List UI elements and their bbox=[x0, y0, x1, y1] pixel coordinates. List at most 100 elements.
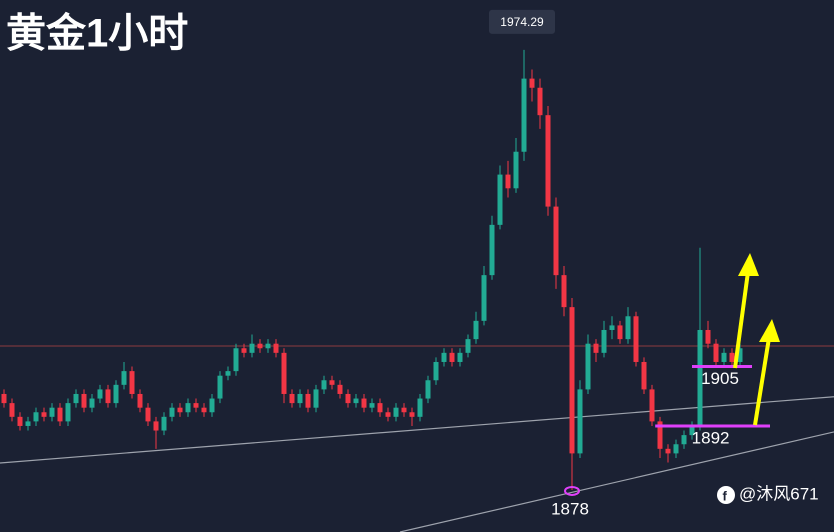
candle-body bbox=[137, 393, 143, 408]
candle-body bbox=[329, 380, 335, 385]
candle-body bbox=[649, 389, 655, 422]
candle-body bbox=[577, 389, 583, 454]
arrow-shaft bbox=[733, 271, 750, 369]
candle-body bbox=[185, 403, 191, 413]
candle-body bbox=[249, 343, 255, 353]
candle-body bbox=[145, 407, 151, 422]
candle-body bbox=[401, 407, 407, 413]
candle-body bbox=[625, 316, 631, 340]
arrow-head bbox=[738, 253, 759, 276]
candle-body bbox=[657, 421, 663, 449]
candle-body bbox=[729, 352, 735, 362]
candle-body bbox=[513, 151, 519, 189]
watermark: f @沐风671 bbox=[717, 484, 819, 504]
candle-body bbox=[457, 352, 463, 362]
candle-body bbox=[545, 115, 551, 207]
candle-body bbox=[1, 393, 7, 404]
candle-body bbox=[737, 348, 743, 362]
candle-body bbox=[697, 329, 703, 426]
candle-body bbox=[641, 361, 647, 390]
peak-label: 1974.29 bbox=[500, 15, 544, 29]
candle-body bbox=[689, 425, 695, 436]
candle-body bbox=[369, 403, 375, 408]
candle-body bbox=[529, 78, 535, 88]
candle-body bbox=[537, 87, 543, 116]
candle-body bbox=[361, 398, 367, 408]
candle-body bbox=[449, 352, 455, 362]
candle-body bbox=[65, 403, 71, 422]
candle-body bbox=[321, 380, 327, 390]
candle-body bbox=[385, 412, 391, 417]
candle-body bbox=[241, 348, 247, 353]
candle-body bbox=[497, 174, 503, 225]
candle-body bbox=[505, 174, 511, 189]
candle-body bbox=[353, 398, 359, 404]
candle-body bbox=[633, 316, 639, 362]
candle-body bbox=[169, 407, 175, 417]
candle-body bbox=[105, 389, 111, 404]
arrow-head bbox=[759, 319, 780, 342]
candle-body bbox=[33, 412, 39, 422]
candle-body bbox=[561, 275, 567, 308]
candle-body bbox=[345, 393, 351, 404]
candle-body bbox=[225, 371, 231, 376]
candle-body bbox=[73, 393, 79, 404]
candle-body bbox=[441, 352, 447, 362]
candle-body bbox=[713, 343, 719, 362]
candle-body bbox=[393, 407, 399, 417]
candle-body bbox=[673, 444, 679, 454]
level-label: 1905 bbox=[701, 369, 739, 388]
candle-body bbox=[153, 421, 159, 431]
candle-body bbox=[161, 416, 167, 431]
candle-body bbox=[417, 398, 423, 417]
candle-body bbox=[337, 384, 343, 394]
candle-body bbox=[313, 389, 319, 408]
candle-body bbox=[705, 329, 711, 344]
candle-body bbox=[465, 339, 471, 353]
candle-body bbox=[209, 398, 215, 413]
candle-body bbox=[41, 412, 47, 417]
candle-body bbox=[681, 435, 687, 445]
candle-body bbox=[409, 412, 415, 417]
trend-line bbox=[399, 431, 834, 532]
candle-body bbox=[81, 393, 87, 408]
candle-body bbox=[593, 343, 599, 353]
arrows bbox=[733, 253, 780, 426]
candle-body bbox=[129, 371, 135, 394]
chart-title: 黄金1小时 bbox=[6, 11, 188, 56]
plot: 1974.29 1905 1892 1878 bbox=[0, 9, 834, 532]
candle-body bbox=[585, 343, 591, 390]
candle-body bbox=[377, 403, 383, 413]
candle-body bbox=[17, 416, 23, 426]
candle-body bbox=[217, 375, 223, 399]
candle-body bbox=[121, 371, 127, 385]
candle-body bbox=[289, 393, 295, 404]
candle-body bbox=[601, 329, 607, 353]
candle-body bbox=[665, 448, 671, 454]
candle-body bbox=[257, 343, 263, 349]
candle-body bbox=[113, 384, 119, 404]
candle-body bbox=[305, 393, 311, 408]
candle-body bbox=[433, 361, 439, 381]
candle-body bbox=[273, 343, 279, 353]
candle-body bbox=[553, 206, 559, 276]
candle-body bbox=[25, 421, 31, 426]
candle-body bbox=[521, 78, 527, 152]
watermark-icon-glyph: f bbox=[723, 488, 728, 503]
candle-body bbox=[97, 389, 103, 399]
arrow-shaft bbox=[753, 337, 771, 426]
candle-body bbox=[233, 348, 239, 372]
candle-body bbox=[473, 320, 479, 340]
candle-body bbox=[193, 403, 199, 408]
trend-line bbox=[0, 396, 834, 464]
watermark-text: @沐风671 bbox=[739, 484, 819, 503]
candle-body bbox=[9, 403, 15, 417]
candle-body bbox=[425, 380, 431, 399]
candle-body bbox=[177, 407, 183, 413]
low-label: 1878 bbox=[551, 499, 589, 518]
candle-body bbox=[297, 393, 303, 404]
level-label: 1892 bbox=[692, 428, 730, 447]
